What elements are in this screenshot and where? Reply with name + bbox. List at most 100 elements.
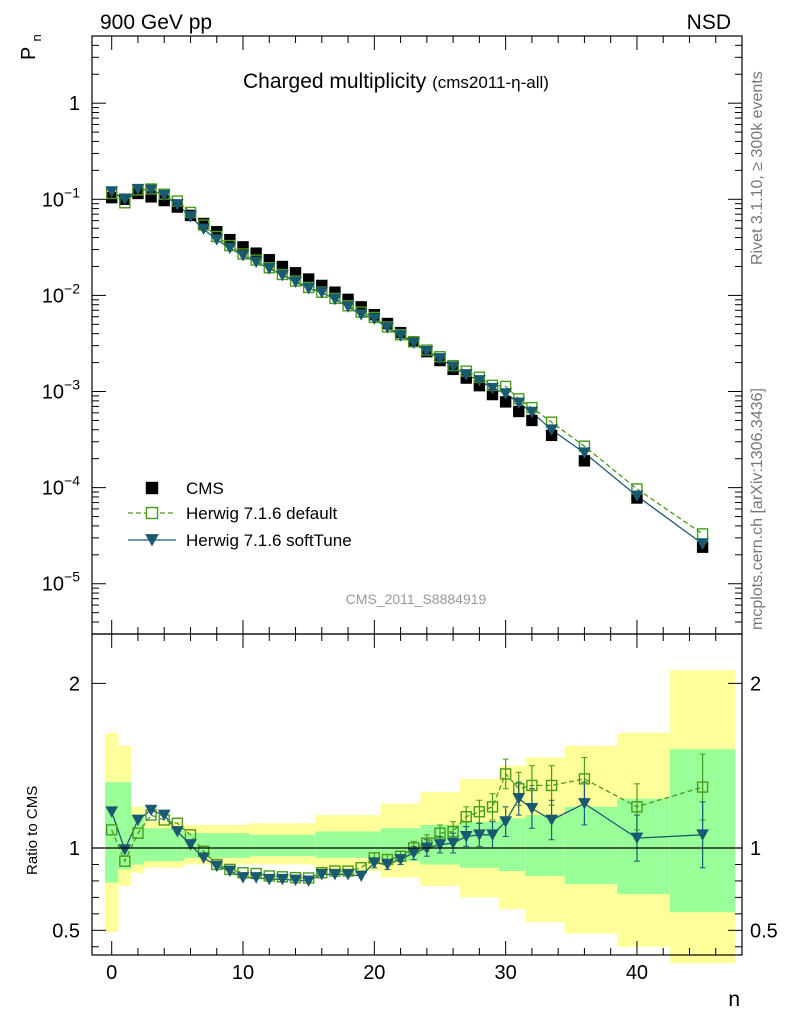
softtune-point xyxy=(236,250,250,262)
softtune-point xyxy=(328,293,342,306)
main-ylabel-text: P xyxy=(18,47,40,60)
ratio-softtune-point xyxy=(446,837,460,850)
softtune-point xyxy=(512,397,526,409)
ratio-softtune-point xyxy=(525,803,539,815)
ratio-softtune-point xyxy=(367,857,381,869)
ratio-default-point xyxy=(447,825,459,838)
softtune-point xyxy=(315,287,329,299)
ratio-softtune-point xyxy=(236,872,250,884)
ratio-softtune-point xyxy=(144,804,158,817)
ratio-softtune-point xyxy=(499,816,512,828)
main-ytick-label: 10−3 xyxy=(42,377,80,404)
ratio-band-inner xyxy=(564,806,618,885)
ratio-default-point xyxy=(132,827,144,839)
softtune-point xyxy=(545,424,558,436)
default-line xyxy=(111,188,703,535)
softtune-point xyxy=(473,375,486,387)
header-left-label: 900 GeV pp xyxy=(100,11,212,34)
ratio-ytick-label: 2 xyxy=(69,673,80,695)
softtune-point xyxy=(446,361,460,373)
ratio-ytick-label-right: 2 xyxy=(750,673,761,695)
ratio-default-point xyxy=(434,827,446,839)
main-ytick-label-base: 10 xyxy=(42,285,64,307)
main-ylabel-sub: n xyxy=(29,34,44,41)
mcplots-note: mcplots.cern.ch [arXiv:1306.3436] xyxy=(749,388,766,630)
softtune-point xyxy=(262,263,276,275)
ratio-softtune-point xyxy=(433,839,447,851)
main-ytick-label: 10−1 xyxy=(42,184,80,211)
ratio-softtune-point xyxy=(630,832,644,845)
legend-softtune-marker xyxy=(145,534,159,547)
main-ytick-label-exp: −3 xyxy=(64,377,80,393)
ratio-softtune-point xyxy=(315,868,329,881)
main-ytick-label-exp: −4 xyxy=(64,473,80,489)
main-ytick-label: 10−2 xyxy=(42,280,80,307)
ratio-softtune-point xyxy=(394,854,407,866)
header-right-label: NSD xyxy=(687,11,731,34)
ratio-ylabel: Ratio to CMS xyxy=(24,786,41,875)
softtune-point xyxy=(420,346,434,358)
rivet-note: Rivet 3.1.10, ≥ 300k events xyxy=(749,71,766,265)
ratio-ytick-label: 0.5 xyxy=(52,920,80,942)
softtune-point xyxy=(459,369,473,381)
ratio-softtune-point xyxy=(184,839,197,851)
ratio-default-point xyxy=(545,779,558,792)
ratio-band-inner xyxy=(183,833,250,858)
ratio-xtick-label: 20 xyxy=(363,962,385,984)
ratio-frame xyxy=(91,633,743,956)
main-ytick-label-exp: −5 xyxy=(64,569,80,585)
softtune-point xyxy=(499,388,512,400)
main-ytick-label: 10−4 xyxy=(42,473,80,500)
legend-label: Herwig 7.1.6 default xyxy=(186,504,337,523)
ratio-default-point xyxy=(631,801,643,813)
ratio-softtune-point xyxy=(249,872,263,884)
ratio-softtune-point xyxy=(157,809,171,822)
softtune-point xyxy=(367,313,381,325)
main-title: Charged multiplicity (cms2011-η-all) xyxy=(243,70,549,93)
softtune-point xyxy=(394,330,407,342)
softtune-point xyxy=(302,283,316,295)
ratio-softtune-point xyxy=(210,860,224,873)
ratio-softtune-point xyxy=(512,793,526,805)
ratio-softtune-point xyxy=(459,831,473,843)
softtune-point xyxy=(433,353,447,365)
ratio-ytick-label: 1 xyxy=(69,838,80,860)
ratio-softtune-point xyxy=(486,829,499,841)
ratio-default-point xyxy=(473,806,486,818)
main-ytick-label-base: 1 xyxy=(69,93,80,115)
ratio-softtune-point xyxy=(328,868,342,881)
ratio-default-point xyxy=(696,781,709,793)
softtune-point xyxy=(210,234,224,246)
ratio-panel: 0.5 0.51 12 20 10 20 30 40 Ratio to CMS n xyxy=(24,633,778,1011)
softtune-point xyxy=(131,183,145,196)
legend-label: CMS xyxy=(186,479,224,498)
softtune-point xyxy=(223,242,237,255)
softtune-point xyxy=(354,309,368,321)
legend: CMS Herwig 7.1.6 default Herwig 7.1.6 soft… xyxy=(128,479,352,550)
legend-default-marker xyxy=(145,506,159,520)
softtune-point xyxy=(525,406,539,419)
ratio-softtune-point xyxy=(381,859,394,871)
ratio-softtune-point xyxy=(118,844,132,856)
softtune-point xyxy=(696,538,709,550)
ratio-softtune-point xyxy=(131,814,145,826)
ratio-softtune-point xyxy=(354,870,368,882)
ratio-softtune-point xyxy=(341,868,355,881)
main-ylabel: P n xyxy=(18,34,44,60)
softtune-point xyxy=(381,322,394,334)
main-panel: 110−110−210−310−410−5 Charged multiplici… xyxy=(18,34,743,635)
ratio-softtune-point xyxy=(262,873,276,886)
main-ytick-label: 10−5 xyxy=(42,569,80,596)
default-point xyxy=(696,528,709,540)
main-ytick-label: 1 xyxy=(69,93,80,115)
legend-label: Herwig 7.1.6 softTune xyxy=(186,531,352,550)
ratio-default-point xyxy=(105,824,118,836)
main-ytick-label-base: 10 xyxy=(42,478,64,500)
ratio-softtune-point xyxy=(302,875,316,887)
softtune-point xyxy=(144,184,158,196)
ratio-softtune-point xyxy=(545,814,558,826)
ratio-xtick-label: 40 xyxy=(626,962,648,984)
main-subtitle-text: (cms2011-η-all) xyxy=(432,73,549,92)
ratio-softtune-point xyxy=(473,829,486,841)
softtune-point xyxy=(630,490,644,502)
